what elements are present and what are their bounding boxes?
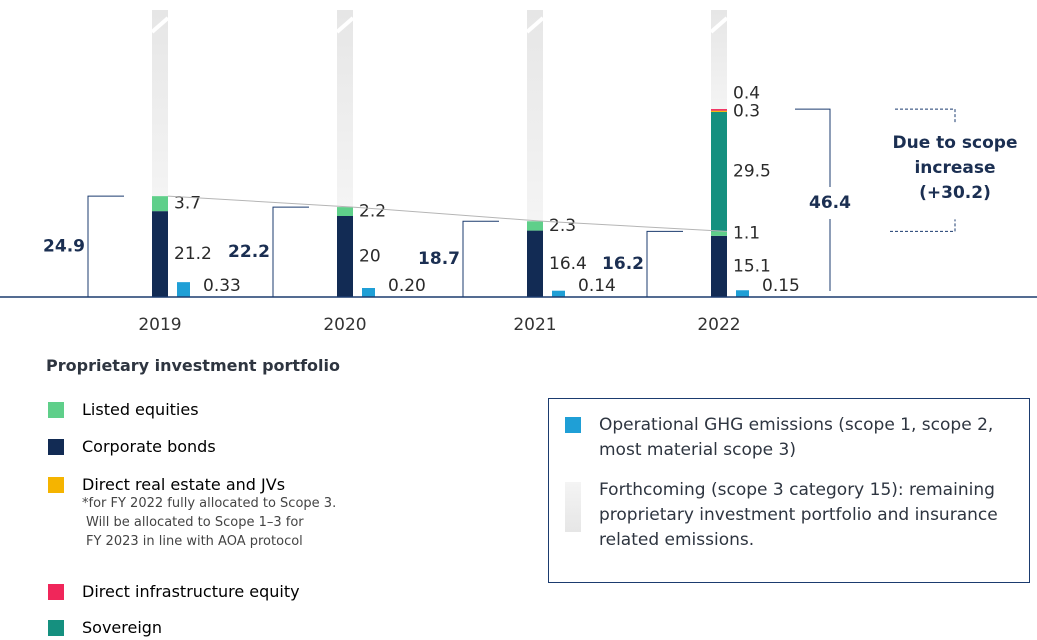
annotation-bracket [890,108,956,232]
total-label: 24.9 [43,237,85,257]
forthcoming-hatch [525,16,545,34]
bar-segment [527,230,543,297]
legend-title: Proprietary investment portfolio [46,356,340,375]
total-label: 22.2 [228,242,270,262]
bar-segment [152,196,168,212]
value-label: 0.3 [733,101,760,121]
value-label: 2.2 [359,202,386,222]
bar-segment [711,235,727,297]
total-bracket [646,230,683,297]
scope-bracket [795,108,831,291]
annotation: Due to scope [893,133,1018,153]
legend-text: Listed equities [82,400,199,419]
value-label: 0.20 [388,276,426,296]
forthcoming-bar [337,10,353,208]
annotation: (+30.2) [919,183,991,203]
x-tick-label: 2019 [138,315,181,335]
x-tick-label: 2021 [513,315,556,335]
legend-item: Operational GHG emissions (scope 1, scop… [565,413,1015,463]
legend-item: Direct infrastructure equity [48,582,300,601]
chart: 21.2 3.7 0.33 24.9 2019 20 2.2 0.20 22.2 2020 16.4… [0,10,1037,335]
legend-text: Sovereign [82,618,162,637]
value-label: 0.14 [578,276,616,296]
legend-label: Direct real estate and JVs [82,475,286,494]
x-tick-label: 2020 [323,315,366,335]
operational-bar [177,282,190,297]
total-bracket [87,195,124,297]
legend-label: Direct infrastructure equity [82,582,300,601]
value-label: 21.2 [174,244,212,264]
bar-segment [711,110,727,112]
legend-swatch [48,620,64,636]
legend-label: Corporate bonds [82,437,216,456]
legend-item: Forthcoming (scope 3 category 15): remai… [565,478,1015,553]
bar-segment [711,111,727,232]
value-label: 0.15 [762,276,800,296]
bar-segment [711,231,727,236]
bar-segment [527,221,543,231]
total-label: 18.7 [418,249,460,269]
legend-text: Direct infrastructure equity [82,582,300,601]
legend-text: Corporate bonds [82,437,216,456]
value-label: 3.7 [174,194,201,214]
forthcoming-bar [711,10,727,110]
legend-swatch [48,402,64,418]
forthcoming-hatch [150,16,170,34]
x-tick-label: 2022 [697,315,740,335]
footnote: *for FY 2022 fully allocated to Scope 3.… [82,494,336,551]
value-label: 1.1 [733,224,760,244]
forthcoming-hatch [709,16,729,34]
forthcoming-bar [527,10,543,222]
value-label: 16.4 [549,254,587,274]
legend-label: Listed equities [82,400,199,419]
annotation: increase [914,158,995,178]
legend-text: Direct real estate and JVs *for FY 2022 f… [82,475,336,551]
legend-swatch [565,482,581,532]
legend-item: Sovereign [48,618,162,637]
total-bracket [462,220,499,297]
legend-swatch [565,417,581,433]
legend-swatch [48,584,64,600]
operational-bar [736,290,749,297]
forthcoming-bar [152,10,168,197]
operational-bar [362,288,375,297]
footnote-line: *for FY 2022 fully allocated to Scope 3. [82,496,337,511]
legend-label: Forthcoming (scope 3 category 15): remai… [599,480,998,550]
legend-label: Operational GHG emissions (scope 1, scop… [599,415,994,460]
value-label: 29.5 [733,162,771,182]
trend-line [167,195,728,232]
legend-label: Sovereign [82,618,163,637]
bar-segment [152,211,168,297]
bar-segment [337,216,353,297]
footnote-line: FY 2023 in line with AOA protocol [86,534,303,549]
value-label: 0.4 [733,83,760,103]
legend-swatch [48,477,64,493]
value-label: 15.1 [733,256,771,276]
bar-segment [711,109,727,111]
total-bracket [272,206,309,297]
operational-bar [552,290,565,297]
legend-box: Operational GHG emissions (scope 1, scop… [548,398,1030,583]
total-label: 16.2 [602,254,644,274]
scope-total-label: 46.4 [809,193,851,213]
legend-item: Corporate bonds [48,437,216,456]
footnote-line: Will be allocated to Scope 1–3 for [86,515,304,530]
legend-swatch [48,439,64,455]
legend-item: Direct real estate and JVs *for FY 2022 f… [48,475,336,551]
value-label: 2.3 [549,216,576,236]
legend-item: Listed equities [48,400,199,419]
value-label: 0.33 [203,276,241,296]
forthcoming-hatch [335,16,355,34]
value-label: 20 [359,247,381,267]
bar-segment [337,207,353,216]
